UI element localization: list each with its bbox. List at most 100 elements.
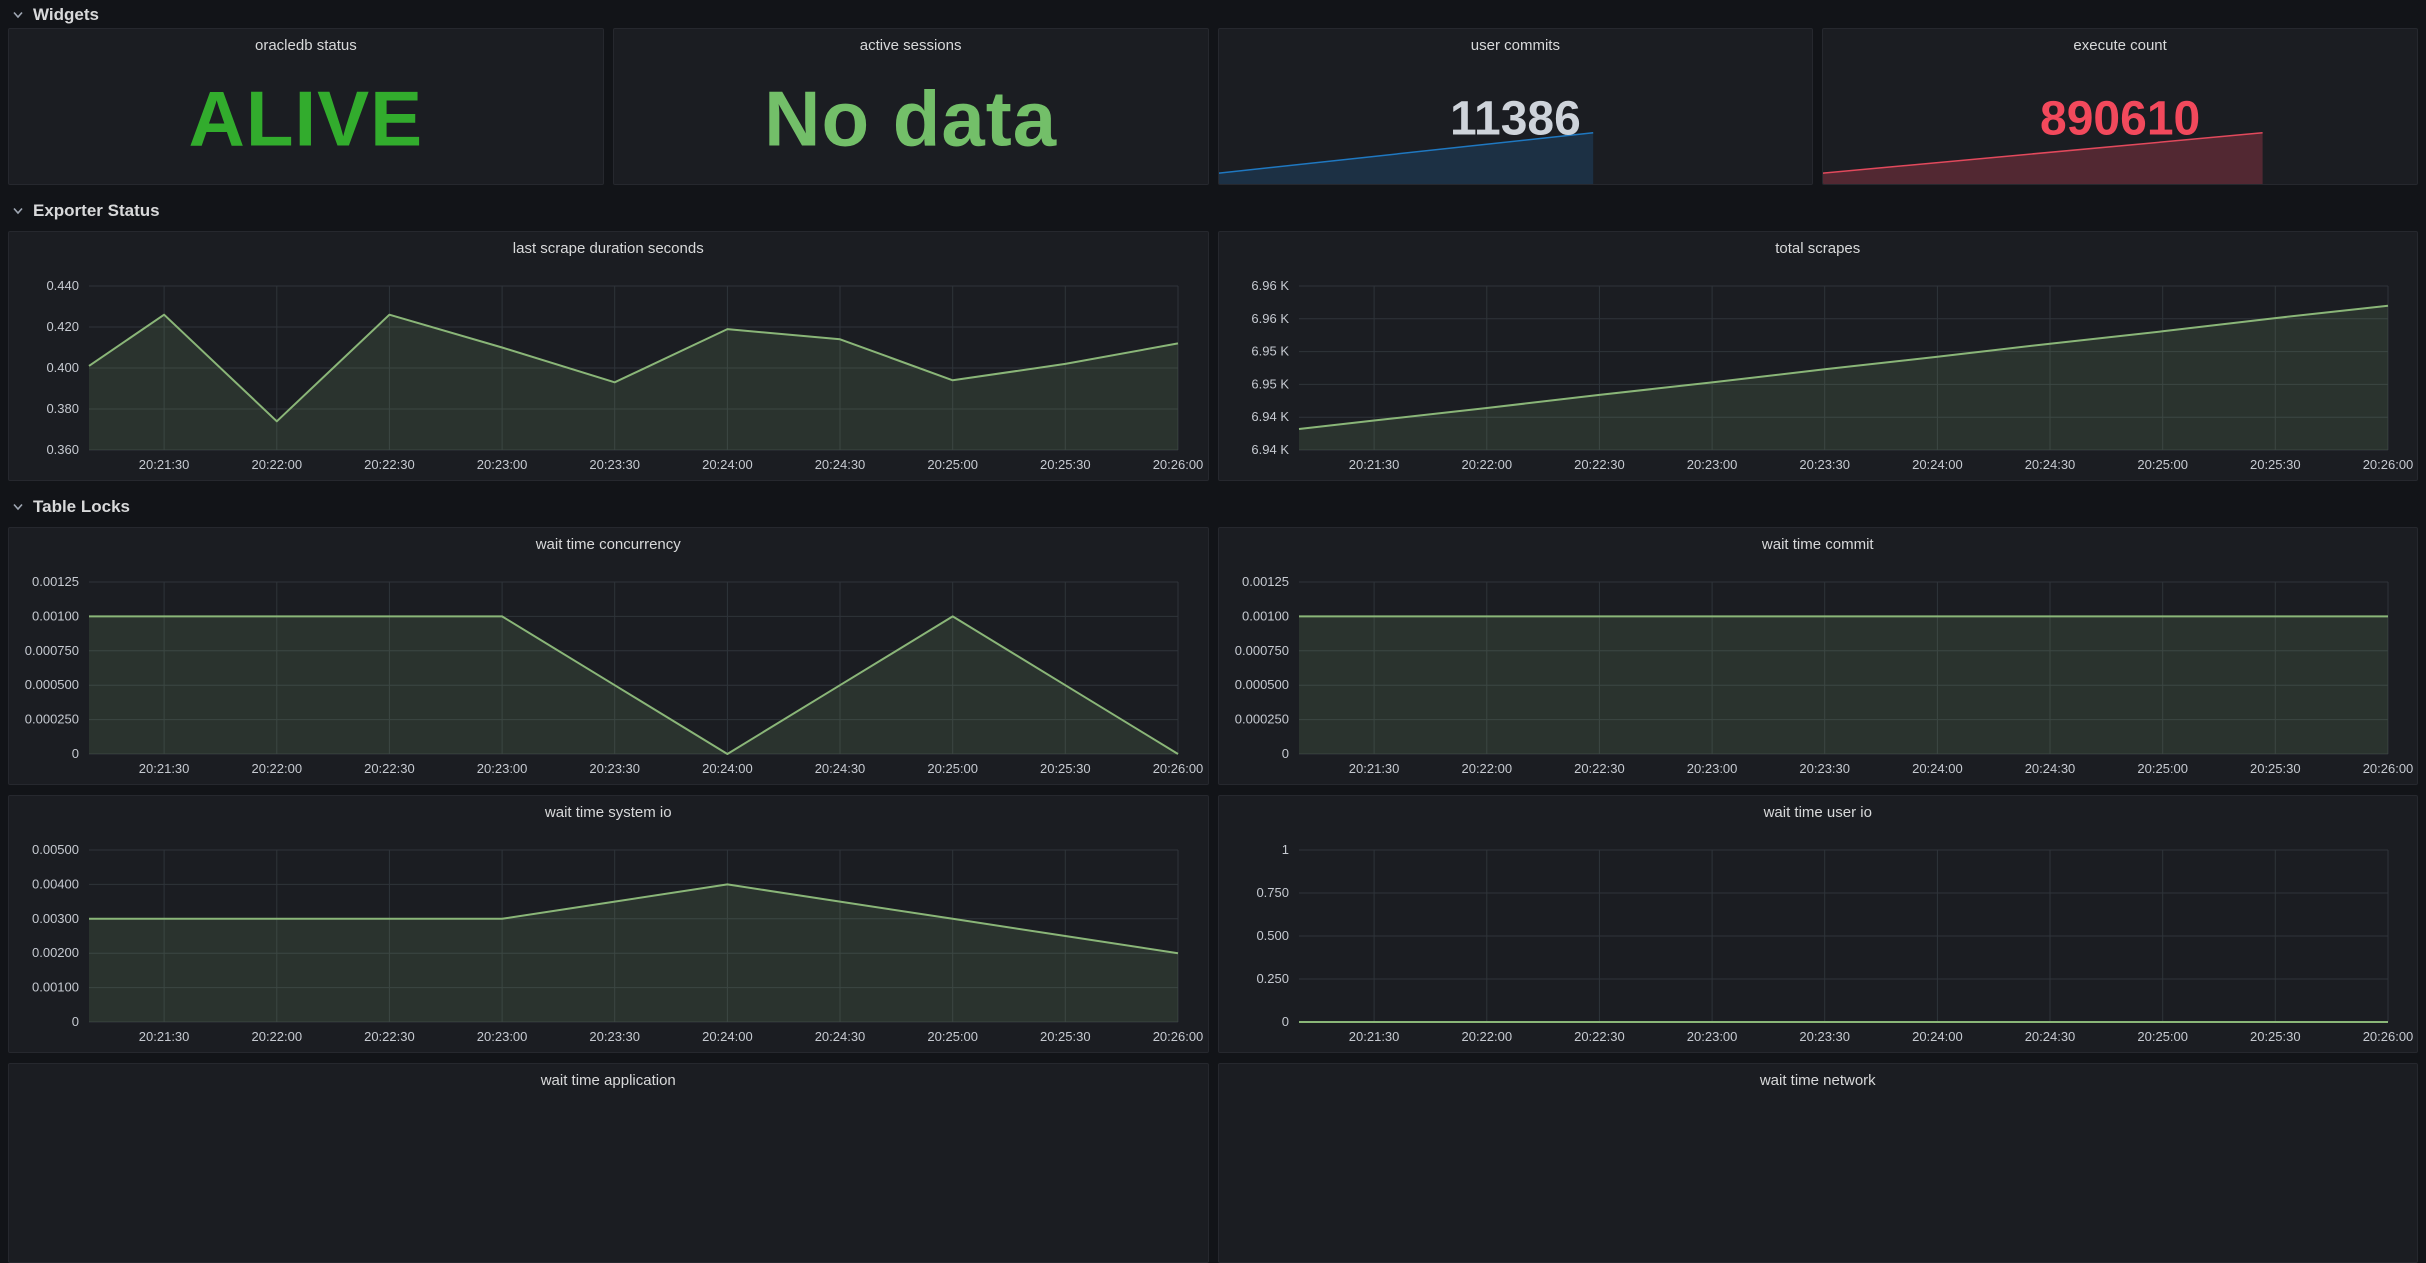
panel-title[interactable]: total scrapes bbox=[1775, 240, 1861, 257]
svg-text:1: 1 bbox=[1281, 842, 1288, 857]
svg-text:0.360: 0.360 bbox=[46, 442, 79, 457]
section-header-widgets[interactable]: Widgets bbox=[0, 5, 2426, 25]
wait-time-system-io-chart[interactable]: 0 0.00100 0.00200 0.00300 0.00400 0.00500 20:2… bbox=[9, 796, 1208, 1052]
panel-title[interactable]: wait time user io bbox=[1763, 804, 1872, 821]
total-scrapes-chart[interactable]: 6.94 K 6.94 K 6.95 K 6.95 K 6.96 K 6.96 K 20:2… bbox=[1219, 232, 2418, 480]
panel-title[interactable]: wait time commit bbox=[1761, 536, 1874, 553]
svg-text:20:23:00: 20:23:00 bbox=[1686, 457, 1737, 472]
svg-text:20:24:00: 20:24:00 bbox=[702, 457, 753, 472]
svg-text:20:25:00: 20:25:00 bbox=[2137, 457, 2188, 472]
svg-text:20:26:00: 20:26:00 bbox=[2362, 761, 2413, 776]
grafana-dashboard: { "colors": { "page_bg": "#121418", "pan… bbox=[0, 5, 2426, 1263]
svg-text:20:24:00: 20:24:00 bbox=[702, 761, 753, 776]
svg-text:0.000750: 0.000750 bbox=[1234, 643, 1288, 658]
svg-text:0.440: 0.440 bbox=[46, 278, 79, 293]
svg-text:20:21:30: 20:21:30 bbox=[1348, 761, 1399, 776]
svg-text:0.00400: 0.00400 bbox=[32, 876, 79, 891]
wait-time-application-chart[interactable] bbox=[9, 1064, 1208, 1262]
wait-time-commit-chart[interactable]: 0 0.000250 0.000500 0.000750 0.00100 0.00125 2… bbox=[1219, 528, 2418, 784]
svg-text:0.000250: 0.000250 bbox=[25, 712, 79, 727]
panel-wait-time-user-io: wait time user io 0 0.250 0.500 0.750 1 20:21… bbox=[1217, 795, 2418, 1053]
svg-text:20:21:30: 20:21:30 bbox=[1348, 457, 1399, 472]
svg-text:20:26:00: 20:26:00 bbox=[2362, 457, 2413, 472]
svg-text:20:25:30: 20:25:30 bbox=[1040, 457, 1091, 472]
svg-text:20:22:00: 20:22:00 bbox=[1461, 1029, 1512, 1044]
section-title: Exporter Status bbox=[33, 201, 160, 220]
svg-text:0.00300: 0.00300 bbox=[32, 911, 79, 926]
svg-text:20:23:00: 20:23:00 bbox=[1686, 761, 1737, 776]
panel-title[interactable]: wait time system io bbox=[544, 804, 672, 821]
widgets-row: oracledb status ALIVE active sessions No… bbox=[8, 28, 2418, 185]
last-scrape-duration-chart[interactable]: 0.360 0.380 0.400 0.420 0.440 20:21:30 20:22:0… bbox=[9, 232, 1208, 480]
svg-text:20:25:30: 20:25:30 bbox=[1040, 1029, 1091, 1044]
table-locks-row-3: wait time application wait time network bbox=[8, 1063, 2418, 1263]
panel-user-commits: user commits 11386 bbox=[1217, 28, 1814, 185]
svg-text:20:22:30: 20:22:30 bbox=[364, 457, 415, 472]
svg-text:0: 0 bbox=[1281, 1014, 1288, 1029]
svg-text:20:26:00: 20:26:00 bbox=[2362, 1029, 2413, 1044]
svg-text:0.750: 0.750 bbox=[1256, 885, 1289, 900]
wait-time-user-io-chart[interactable]: 0 0.250 0.500 0.750 1 20:21:30 20:22:00 20:22:3… bbox=[1219, 796, 2418, 1052]
svg-text:20:23:00: 20:23:00 bbox=[477, 457, 528, 472]
svg-text:20:23:30: 20:23:30 bbox=[589, 457, 640, 472]
wait-time-concurrency-chart[interactable]: 0 0.000250 0.000500 0.000750 0.00100 0.00125 2… bbox=[9, 528, 1208, 784]
panel-title[interactable]: last scrape duration seconds bbox=[512, 240, 704, 257]
section-title: Table Locks bbox=[33, 497, 130, 516]
svg-text:20:24:00: 20:24:00 bbox=[702, 1029, 753, 1044]
chevron-down-icon bbox=[13, 11, 23, 19]
svg-text:20:22:30: 20:22:30 bbox=[1574, 761, 1625, 776]
user-commits-sparkline bbox=[1218, 29, 1813, 184]
stat-value-active-sessions: No data bbox=[764, 74, 1058, 163]
panel-title[interactable]: wait time application bbox=[540, 1072, 676, 1089]
svg-text:20:22:30: 20:22:30 bbox=[1574, 1029, 1625, 1044]
panel-title[interactable]: wait time network bbox=[1759, 1072, 1876, 1089]
svg-text:6.96 K: 6.96 K bbox=[1251, 278, 1289, 293]
svg-text:0.420: 0.420 bbox=[46, 319, 79, 334]
stat-value-user-commits: 11386 bbox=[1449, 92, 1581, 146]
svg-text:0.00500: 0.00500 bbox=[32, 842, 79, 857]
svg-text:20:22:00: 20:22:00 bbox=[251, 761, 302, 776]
svg-text:0.500: 0.500 bbox=[1256, 928, 1289, 943]
panel-total-scrapes: total scrapes 6.94 K 6.94 K 6.95 K 6.95 K 6.… bbox=[1217, 231, 2418, 481]
section-title: Widgets bbox=[33, 5, 99, 24]
exporter-status-row: last scrape duration seconds 0.360 0.380 0… bbox=[8, 231, 2418, 481]
panel-title[interactable]: wait time concurrency bbox=[535, 536, 681, 553]
panel-active-sessions: active sessions No data bbox=[612, 28, 1209, 185]
svg-text:20:24:00: 20:24:00 bbox=[1912, 457, 1963, 472]
svg-text:0.250: 0.250 bbox=[1256, 971, 1289, 986]
svg-text:0: 0 bbox=[72, 746, 79, 761]
chevron-down-icon bbox=[13, 503, 23, 511]
section-header-table-locks[interactable]: Table Locks bbox=[0, 497, 2426, 517]
section-header-exporter-status[interactable]: Exporter Status bbox=[0, 201, 2426, 221]
panel-title[interactable]: oracledb status bbox=[255, 37, 357, 54]
svg-text:20:21:30: 20:21:30 bbox=[1348, 1029, 1399, 1044]
svg-text:20:23:30: 20:23:30 bbox=[589, 1029, 640, 1044]
panel-title[interactable]: user commits bbox=[1470, 37, 1560, 54]
svg-text:20:25:00: 20:25:00 bbox=[2137, 1029, 2188, 1044]
svg-text:20:23:30: 20:23:30 bbox=[589, 761, 640, 776]
svg-text:20:25:00: 20:25:00 bbox=[927, 761, 978, 776]
panel-wait-time-system-io: wait time system io 0 0.00100 0.00200 0.003… bbox=[8, 795, 1209, 1053]
svg-text:20:22:00: 20:22:00 bbox=[251, 457, 302, 472]
svg-text:0.00100: 0.00100 bbox=[32, 608, 79, 623]
stat-value-oracledb-status: ALIVE bbox=[188, 74, 424, 163]
svg-text:20:26:00: 20:26:00 bbox=[1153, 761, 1204, 776]
svg-text:0.000250: 0.000250 bbox=[1234, 712, 1288, 727]
svg-text:6.95 K: 6.95 K bbox=[1251, 344, 1289, 359]
wait-time-network-chart[interactable] bbox=[1219, 1064, 2418, 1262]
svg-text:0.00125: 0.00125 bbox=[1242, 574, 1289, 589]
svg-text:20:23:30: 20:23:30 bbox=[1799, 1029, 1850, 1044]
panel-execute-count: execute count 890610 bbox=[1822, 28, 2418, 185]
table-locks-row-1: wait time concurrency 0 0.000250 0.000500 0… bbox=[8, 527, 2418, 785]
svg-text:20:23:00: 20:23:00 bbox=[1686, 1029, 1737, 1044]
panel-title[interactable]: execute count bbox=[2073, 37, 2167, 54]
svg-text:20:21:30: 20:21:30 bbox=[139, 1029, 190, 1044]
svg-text:20:24:00: 20:24:00 bbox=[1912, 1029, 1963, 1044]
svg-text:6.94 K: 6.94 K bbox=[1251, 409, 1289, 424]
svg-text:0.00200: 0.00200 bbox=[32, 945, 79, 960]
svg-text:20:24:30: 20:24:30 bbox=[2024, 761, 2075, 776]
svg-text:20:24:30: 20:24:30 bbox=[815, 457, 866, 472]
svg-text:0: 0 bbox=[72, 1014, 79, 1029]
svg-text:20:24:30: 20:24:30 bbox=[2024, 1029, 2075, 1044]
panel-title[interactable]: active sessions bbox=[859, 37, 962, 54]
